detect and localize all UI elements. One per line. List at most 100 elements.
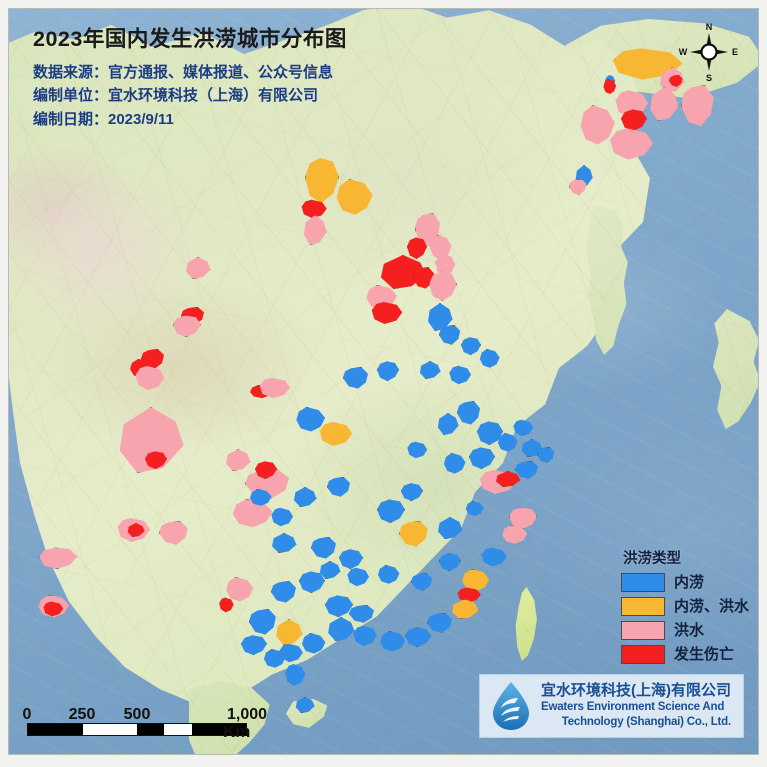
flood-city-polygon[interactable]: [399, 521, 428, 547]
title-block: 2023年国内发生洪涝城市分布图 数据来源：官方通报、媒体报道、公众号信息 编制…: [33, 27, 347, 132]
flood-city-polygon[interactable]: [353, 625, 377, 647]
scale-segment: [82, 724, 137, 735]
flood-city-polygon[interactable]: [311, 537, 336, 559]
flood-city-polygon[interactable]: [159, 521, 188, 545]
flood-city-polygon[interactable]: [371, 301, 403, 325]
legend-row[interactable]: 内涝、洪水: [621, 597, 749, 616]
compass-east-label: E: [732, 47, 738, 57]
flood-city-polygon[interactable]: [461, 337, 481, 355]
flood-city-polygon[interactable]: [515, 461, 539, 479]
flood-city-polygon[interactable]: [443, 453, 466, 474]
flood-city-polygon[interactable]: [650, 87, 679, 121]
flood-city-polygon[interactable]: [449, 365, 472, 385]
compass-south-label: S: [706, 73, 712, 83]
legend-row[interactable]: 发生伤亡: [621, 645, 749, 664]
legend-swatch: [621, 621, 665, 640]
flood-city-polygon[interactable]: [502, 525, 528, 544]
flood-city-polygon[interactable]: [305, 157, 339, 203]
flood-city-polygon[interactable]: [405, 627, 431, 647]
flood-city-polygon[interactable]: [438, 517, 463, 539]
flood-city-polygon[interactable]: [347, 567, 370, 587]
flood-city-polygon[interactable]: [513, 419, 534, 437]
compiling-date-line: 编制日期：2023/9/11: [33, 111, 174, 129]
legend-label: 内涝、洪水: [674, 598, 750, 615]
scale-track: [27, 723, 247, 736]
flood-city-polygon[interactable]: [457, 401, 481, 425]
water-drop-logo-icon: [493, 682, 529, 730]
legend-row[interactable]: 内涝: [621, 573, 749, 592]
flood-city-polygon[interactable]: [295, 697, 315, 713]
flood-city-polygon[interactable]: [427, 613, 452, 633]
compass-icon: N S W E: [679, 22, 738, 83]
flood-city-polygon[interactable]: [336, 179, 373, 215]
company-logo-text: 宜水环境科技(上海)有限公司 Ewaters Environment Scien…: [541, 682, 731, 729]
flood-city-polygon[interactable]: [39, 547, 77, 569]
landmass-taiwan: [515, 587, 537, 661]
flood-city-polygon[interactable]: [401, 483, 423, 501]
flood-city-polygon[interactable]: [621, 109, 647, 131]
flood-city-polygon[interactable]: [681, 85, 714, 127]
flood-city-polygon[interactable]: [232, 499, 273, 528]
flood-city-polygon[interactable]: [249, 609, 276, 635]
flood-city-polygon[interactable]: [339, 549, 363, 569]
flood-city-polygon[interactable]: [609, 128, 654, 160]
scale-unit-label: Km: [223, 722, 251, 741]
compass-west-label: W: [679, 47, 688, 57]
flood-city-polygon[interactable]: [437, 413, 459, 435]
scale-segment: [137, 724, 165, 735]
flood-city-polygon[interactable]: [328, 617, 355, 641]
flood-city-polygon[interactable]: [135, 366, 165, 390]
flood-city-polygon[interactable]: [407, 441, 428, 459]
flood-city-polygon[interactable]: [452, 599, 479, 619]
flood-city-polygon[interactable]: [226, 449, 251, 471]
flood-city-polygon[interactable]: [377, 565, 400, 584]
flood-city-polygon[interactable]: [319, 422, 353, 446]
flood-city-polygon[interactable]: [327, 477, 351, 497]
legend-swatch: [621, 645, 665, 664]
map-canvas[interactable]: 2023年国内发生洪涝城市分布图 数据来源：官方通报、媒体报道、公众号信息 编制…: [8, 8, 759, 755]
flood-city-polygon[interactable]: [349, 605, 374, 623]
flood-city-polygon[interactable]: [479, 349, 500, 368]
flood-city-polygon[interactable]: [241, 635, 267, 655]
scale-segment: [28, 724, 83, 735]
scale-tick-label: 1,000: [226, 706, 268, 723]
scale-tick-label: 500: [123, 706, 151, 723]
company-name-cn: 宜水环境科技(上海)有限公司: [541, 682, 731, 700]
flood-city-polygon[interactable]: [285, 663, 306, 687]
company-name-en-line1: Ewaters Environment Science And: [541, 701, 725, 714]
flood-city-polygon[interactable]: [469, 447, 495, 469]
flood-city-polygon[interactable]: [319, 561, 341, 579]
flood-city-layer: [9, 9, 758, 754]
flood-city-polygon[interactable]: [377, 499, 405, 523]
legend-label: 发生伤亡: [674, 646, 735, 663]
legend: 洪涝类型 内涝内涝、洪水洪水发生伤亡: [621, 547, 749, 669]
compass-rose: N S W E: [678, 21, 740, 83]
flood-city-polygon[interactable]: [299, 571, 325, 593]
flood-city-polygon[interactable]: [219, 597, 234, 613]
flood-city-polygon[interactable]: [272, 533, 297, 553]
legend-swatch: [621, 573, 665, 592]
company-name-en-line2: Technology (Shanghai) Co., Ltd.: [561, 715, 731, 728]
legend-swatch: [621, 597, 665, 616]
flood-city-polygon[interactable]: [271, 507, 294, 527]
flood-city-polygon[interactable]: [481, 547, 507, 567]
flood-city-polygon[interactable]: [377, 361, 399, 381]
flood-city-polygon[interactable]: [186, 257, 211, 279]
flood-city-polygon[interactable]: [293, 487, 317, 507]
scale-segment: [191, 724, 246, 735]
flood-city-polygon[interactable]: [325, 595, 353, 617]
flood-city-polygon[interactable]: [419, 361, 441, 379]
flood-city-polygon[interactable]: [439, 553, 461, 571]
flood-city-polygon[interactable]: [303, 215, 327, 245]
flood-city-polygon[interactable]: [302, 633, 326, 654]
flood-city-polygon[interactable]: [380, 631, 406, 652]
compiling-org-line: 编制单位：宜水环境科技（上海）有限公司: [33, 87, 319, 105]
flood-city-polygon[interactable]: [276, 619, 303, 645]
flood-city-polygon[interactable]: [343, 367, 368, 389]
legend-row[interactable]: 洪水: [621, 621, 749, 640]
flood-city-polygon[interactable]: [429, 271, 457, 301]
flood-city-polygon[interactable]: [411, 573, 433, 591]
legend-title: 洪涝类型: [623, 551, 681, 567]
flood-city-polygon[interactable]: [271, 581, 296, 603]
flood-city-polygon[interactable]: [465, 501, 484, 517]
